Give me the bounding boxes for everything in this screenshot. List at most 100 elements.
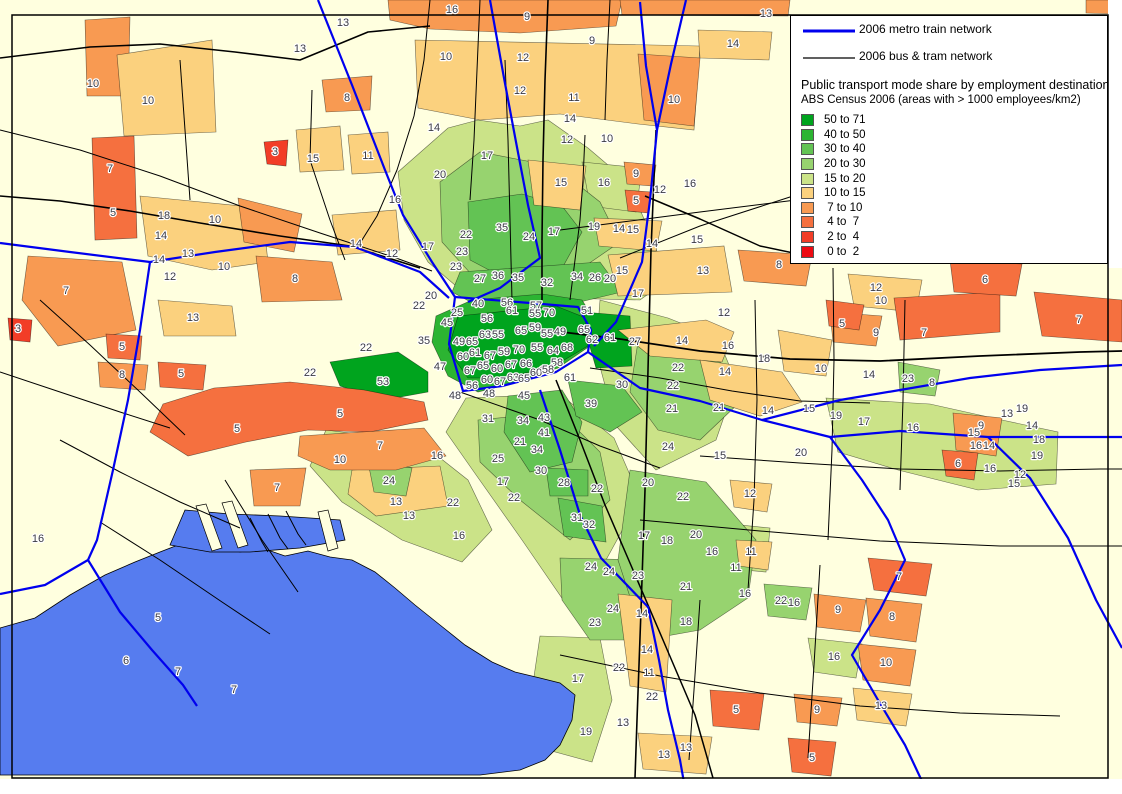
area-value-label: 32 [541, 277, 553, 289]
area-value-label: 9 [524, 11, 530, 23]
area-value-label: 5 [809, 752, 815, 764]
area-value-label: 27 [474, 273, 486, 285]
map-region [825, 299, 865, 331]
bus-tram-line [604, 0, 611, 121]
area-value-label: 20 [642, 477, 654, 489]
train-line [87, 559, 198, 707]
legend-class-row: 15 to 20 [791, 171, 1107, 186]
area-value-label: 8 [929, 377, 935, 389]
area-value-label: 20 [425, 290, 437, 302]
area-value-label: 67 [484, 350, 496, 362]
legend-class-swatch [801, 187, 814, 200]
area-value-label: 13 [617, 717, 629, 729]
area-value-label: 22 [677, 491, 689, 503]
bus-tram-line [356, 0, 431, 249]
area-value-label: 13 [697, 265, 709, 277]
area-value-label: 22 [413, 300, 425, 312]
area-value-label: 17 [572, 673, 584, 685]
area-value-label: 14 [719, 366, 731, 378]
area-value-label: 36 [492, 270, 504, 282]
area-value-label: 11 [362, 150, 373, 162]
area-value-label: 68 [561, 342, 573, 354]
area-value-label: 5 [337, 408, 343, 420]
area-value-label: 17 [638, 530, 650, 542]
area-value-label: 34 [517, 415, 529, 427]
area-value-label: 12 [517, 52, 529, 64]
map-region [857, 643, 917, 687]
area-value-label: 22 [613, 662, 625, 674]
area-value-label: 60 [530, 367, 542, 379]
map-region [617, 469, 757, 641]
area-value-label: 11 [643, 667, 654, 679]
area-value-label: 22 [508, 492, 520, 504]
pier-mark [249, 517, 269, 553]
area-value-label: 67 [464, 365, 476, 377]
bus-tram-line [99, 521, 271, 635]
area-value-label: 27 [629, 336, 641, 348]
legend-class-swatch [801, 201, 814, 214]
area-value-label: 8 [344, 92, 350, 104]
map-region [607, 245, 733, 297]
area-value-label: 60 [481, 374, 493, 386]
area-value-label: 10 [87, 78, 99, 90]
bus-tram-line [0, 371, 171, 429]
area-value-label: 35 [418, 335, 430, 347]
area-value-label: 22 [304, 367, 316, 379]
area-value-label: 12 [744, 488, 756, 500]
area-value-label: 41 [538, 427, 550, 439]
area-value-label: 9 [835, 604, 841, 616]
area-value-label: 5 [119, 341, 125, 353]
area-value-label: 12 [164, 271, 176, 283]
area-value-label: 63 [479, 329, 491, 341]
map-region [941, 449, 979, 481]
legend-class-row: 20 to 30 [791, 157, 1107, 172]
area-value-label: 60 [457, 351, 469, 363]
area-value-label: 7 [896, 571, 902, 583]
area-value-label: 14 [641, 644, 653, 656]
area-value-label: 14 [428, 122, 440, 134]
legend-class-label: 2 to 4 [824, 231, 860, 244]
area-value-label: 7 [921, 327, 927, 339]
area-value-label: 56 [501, 297, 513, 309]
bus-tram-line [807, 564, 821, 759]
map-region [637, 53, 701, 127]
area-value-label: 10 [668, 94, 680, 106]
area-value-label: 5 [733, 704, 739, 716]
legend-class-label: 7 to 10 [824, 201, 863, 214]
area-value-label: 10 [218, 261, 230, 273]
map-region [331, 209, 401, 256]
legend-class-swatch [801, 143, 814, 156]
map-region [21, 255, 137, 347]
area-value-label: 16 [907, 422, 919, 434]
area-value-label: 6 [955, 458, 961, 470]
area-value-label: 5 [110, 207, 116, 219]
area-value-label: 26 [589, 272, 601, 284]
area-value-label: 16 [431, 450, 443, 462]
area-value-label: 17 [422, 241, 434, 253]
map-region [105, 333, 143, 361]
map-region [297, 427, 447, 471]
map-region [637, 732, 713, 775]
area-value-label: 7 [1076, 314, 1082, 326]
map-region [263, 139, 289, 167]
area-value-label: 24 [662, 441, 674, 453]
bus-tram-line [699, 455, 1122, 472]
bus-tram-line [541, 0, 549, 300]
area-value-label: 55 [529, 308, 541, 320]
area-value-label: 65 [515, 325, 527, 337]
area-value-label: 21 [666, 403, 678, 415]
area-value-label: 15 [1008, 478, 1020, 490]
bus-tram-line [59, 439, 241, 529]
map-region [729, 479, 773, 513]
map-region [813, 593, 867, 633]
area-value-label: 17 [632, 288, 644, 300]
area-value-label: 8 [889, 611, 895, 623]
area-value-label: 18 [158, 210, 170, 222]
area-value-label: 5 [839, 318, 845, 330]
area-value-label: 55 [492, 329, 504, 341]
bus-tram-line [634, 129, 657, 779]
area-value-label: 39 [585, 398, 597, 410]
area-value-label: 10 [880, 657, 892, 669]
bus-tram-line [39, 299, 186, 436]
area-value-label: 22 [646, 691, 658, 703]
